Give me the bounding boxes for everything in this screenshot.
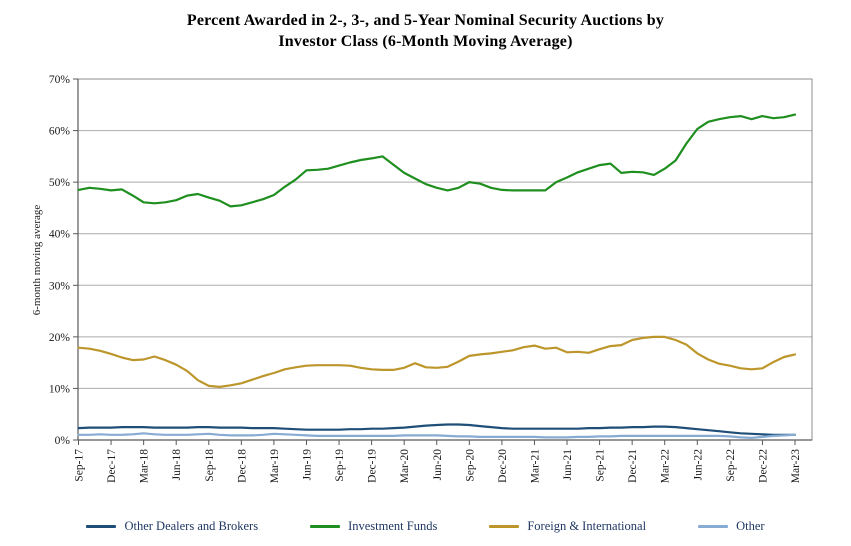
- x-tick-label-Mar-23: Mar-23: [790, 449, 802, 484]
- chart-title: Percent Awarded in 2-, 3-, and 5-Year No…: [0, 10, 851, 52]
- x-tick-label-Dec-22: Dec-22: [757, 449, 769, 483]
- legend-label-other: Other: [736, 519, 765, 533]
- x-tick-label-Sep-20: Sep-20: [464, 449, 476, 482]
- legend-swatch-foreign-international: [489, 525, 520, 528]
- x-tick-label-Sep-22: Sep-22: [725, 449, 737, 482]
- x-tick-label-Jun-20: Jun-20: [432, 449, 444, 481]
- y-axis-label: 6-month moving average: [31, 205, 43, 316]
- x-tick-label-Dec-19: Dec-19: [367, 449, 379, 483]
- legend-label-foreign-international: Foreign & International: [527, 519, 647, 533]
- data-series: [77, 113, 797, 439]
- y-tick-label-10%: 10%: [49, 383, 71, 395]
- y-tick-label-50%: 50%: [49, 177, 71, 189]
- legend-label-other-dealers: Other Dealers and Brokers: [124, 519, 259, 533]
- x-tick-label-Sep-17: Sep-17: [74, 449, 86, 482]
- y-tick-label-70%: 70%: [49, 74, 71, 86]
- series-line-foreign-international: [77, 335, 797, 388]
- legend-item-other: Other: [698, 519, 765, 534]
- legend-item-other-dealers: Other Dealers and Brokers: [86, 519, 258, 534]
- x-tick-label-Sep-18: Sep-18: [204, 449, 216, 482]
- x-tick-label-Mar-21: Mar-21: [529, 449, 541, 484]
- y-tick-label-0%: 0%: [55, 435, 71, 447]
- series-line-other: [77, 432, 797, 439]
- legend-swatch-other-dealers: [86, 525, 117, 528]
- series-line-investment-funds: [77, 113, 797, 208]
- y-tick-label-20%: 20%: [49, 332, 71, 344]
- legend-swatch-investment-funds: [310, 525, 341, 528]
- x-tick-label-Jun-21: Jun-21: [562, 449, 574, 481]
- x-tick-label-Jun-19: Jun-19: [301, 449, 313, 481]
- y-tick-label-40%: 40%: [49, 229, 71, 241]
- x-tick-label-Dec-21: Dec-21: [627, 449, 639, 483]
- x-axis-ticks: Sep-17 Dec-17 Mar-18 Jun-18 Sep-18 Dec-18 Mar-…: [74, 440, 802, 484]
- legend-label-investment-funds: Investment Funds: [348, 519, 438, 533]
- x-tick-label-Sep-19: Sep-19: [334, 449, 346, 482]
- series-line-other-dealers-and-brokers: [77, 423, 797, 436]
- x-tick-label-Jun-22: Jun-22: [692, 449, 704, 481]
- legend: Other Dealers and Brokers Investment Fun…: [0, 519, 851, 534]
- plot-frame: [77, 78, 813, 441]
- x-tick-label-Dec-17: Dec-17: [106, 449, 118, 483]
- legend-item-foreign-international: Foreign & International: [489, 519, 646, 534]
- legend-item-investment-funds: Investment Funds: [310, 519, 437, 534]
- x-tick-label-Jun-18: Jun-18: [171, 449, 183, 481]
- x-tick-label-Sep-21: Sep-21: [595, 449, 607, 482]
- x-tick-label-Mar-22: Mar-22: [660, 449, 672, 484]
- plot-border: [77, 78, 813, 441]
- y-tick-label-30%: 30%: [49, 280, 71, 292]
- x-tick-label-Dec-20: Dec-20: [497, 449, 509, 483]
- x-tick-label-Dec-18: Dec-18: [236, 449, 248, 483]
- y-tick-label-60%: 60%: [49, 126, 71, 138]
- x-tick-label-Mar-18: Mar-18: [139, 449, 151, 484]
- legend-swatch-other: [698, 525, 729, 528]
- chart-title-line1: Percent Awarded in 2-, 3-, and 5-Year No…: [186, 12, 665, 29]
- y-axis-ticks: 0% 10% 20% 30% 40% 50% 60% 70%: [49, 74, 78, 447]
- x-tick-label-Mar-19: Mar-19: [269, 449, 281, 484]
- chart-title-line2: Investor Class (6-Month Moving Average): [278, 33, 573, 50]
- x-tick-label-Mar-20: Mar-20: [399, 449, 411, 484]
